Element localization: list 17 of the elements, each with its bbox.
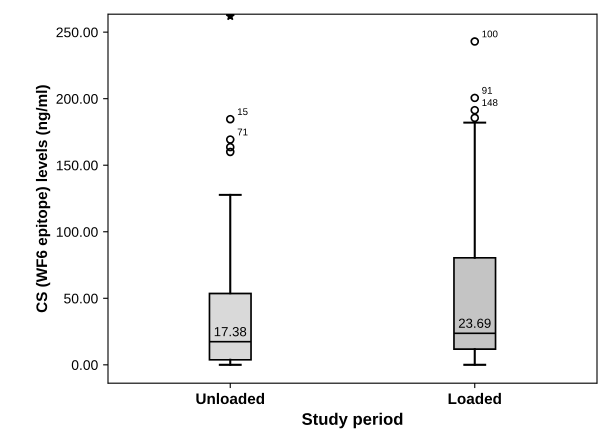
annotation: 15 [238,108,248,116]
y-tick-label: 0.00 [72,360,98,370]
annotation: 148 [482,99,498,106]
y-tick-label: 50.00 [64,294,98,304]
annotation: 71 [238,128,248,136]
text: 17.38 [214,326,246,336]
y-tick-label: 100.00 [56,227,98,237]
y-tick-label: 150.00 [56,160,98,170]
x-tick-label: Unloaded [196,392,264,404]
x-tick-label: Loaded [448,392,501,404]
y-tick-label: 200.00 [56,94,98,104]
y-tick-label: 250.00 [56,27,98,38]
annotation: 91 [482,86,492,94]
text: 23.69 [458,318,491,328]
y-axis-title: CS (WF6 epitope) levels (ng/ml) [36,85,50,312]
annotation: 100 [482,30,498,38]
x-axis-title: Study period [302,412,402,428]
